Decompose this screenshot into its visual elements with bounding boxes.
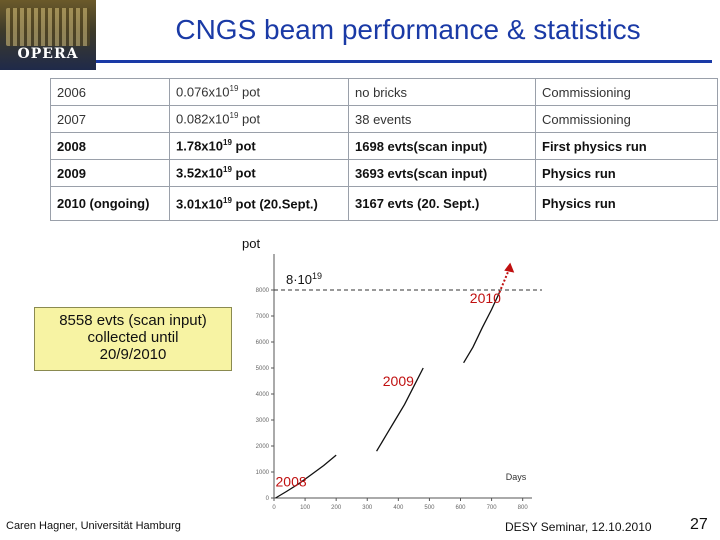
cell-year: 2006 — [50, 78, 170, 106]
x-tick-label: 0 — [272, 505, 276, 511]
table-row: 2006 0.076x1019 pot no bricks Commissioning — [50, 78, 718, 106]
table-row: 2007 0.082x1019 pot 38 events Commissioning — [50, 105, 718, 133]
y-tick-label: 2000 — [256, 444, 270, 450]
cell-year: 2007 — [50, 105, 170, 133]
callout-line-3: 20/9/2010 — [99, 346, 167, 363]
cell-events: 3693 evts(scan input) — [348, 159, 536, 187]
x-tick-label: 500 — [424, 505, 435, 511]
series-line-2010-projection — [498, 266, 512, 293]
logo-building-image — [6, 8, 90, 46]
page-number: 27 — [690, 516, 708, 533]
opera-logo: OPERA — [0, 0, 96, 70]
table-row: 2010 (ongoing) 3.01x1019 pot (20.Sept.) 31… — [50, 186, 718, 221]
series-line-2008 — [275, 454, 337, 499]
cell-status: Commissioning — [535, 105, 718, 133]
x-tick-label: 200 — [331, 505, 342, 511]
slide-title: CNGS beam performance & statistics — [175, 14, 641, 45]
y-tick-label: 7000 — [256, 314, 270, 320]
reference-line-label: 8·1019 — [286, 271, 322, 287]
cell-year: 2010 (ongoing) — [50, 186, 170, 221]
cell-events: 3167 evts (20. Sept.) — [348, 186, 536, 221]
callout-line-2: collected until — [87, 329, 179, 346]
statistics-table: 2006 0.076x1019 pot no bricks Commissioning… — [50, 78, 718, 221]
series-line-2009 — [376, 367, 424, 452]
reference-label-base: 8·10 — [286, 272, 312, 287]
series-line-2010 — [463, 292, 500, 364]
cell-year: 2009 — [50, 159, 170, 187]
x-tick-label: 400 — [393, 505, 404, 511]
year-label-2010: 2010 — [470, 290, 501, 306]
cell-status: Physics run — [535, 186, 718, 221]
cell-pot: 1.78x1019 pot — [169, 132, 349, 160]
table-row: 2008 1.78x1019 pot 1698 evts(scan input) Fi… — [50, 132, 718, 160]
y-tick-label: 3000 — [256, 418, 270, 424]
cell-status: Commissioning — [535, 78, 718, 106]
logo-text: OPERA — [17, 46, 79, 62]
cell-events: 38 events — [348, 105, 536, 133]
projection-arrowhead — [504, 262, 515, 273]
footer-venue: DESY Seminar, 12.10.2010 — [505, 520, 652, 534]
y-tick-label: 0 — [266, 496, 270, 502]
x-tick-label: 600 — [455, 505, 466, 511]
x-tick-label: 100 — [300, 505, 311, 511]
y-tick-label: 5000 — [256, 366, 270, 372]
cell-pot: 0.082x1019 pot — [169, 105, 349, 133]
cell-events: no bricks — [348, 78, 536, 106]
x-tick-label: 800 — [518, 505, 529, 511]
cell-pot: 3.52x1019 pot — [169, 159, 349, 187]
pot-accumulation-chart: 0 1000 2000 3000 4000 5000 6000 7000 8000 0 100 200… — [236, 232, 546, 522]
cell-year: 2008 — [50, 132, 170, 160]
y-tick-label: 1000 — [256, 470, 270, 476]
footer-author: Caren Hagner, Universität Hamburg — [6, 520, 181, 532]
title-divider — [96, 60, 712, 63]
x-tick-label: 700 — [487, 505, 498, 511]
events-callout: 8558 evts (scan input) collected until 2… — [34, 307, 232, 371]
y-axis-label: pot — [242, 236, 260, 251]
cell-pot: 3.01x1019 pot (20.Sept.) — [169, 186, 349, 221]
chart-svg: 0 1000 2000 3000 4000 5000 6000 7000 8000 0 100 200… — [242, 236, 542, 511]
callout-line-1: 8558 evts (scan input) — [59, 312, 207, 329]
cell-pot: 0.076x1019 pot — [169, 78, 349, 106]
cell-status: First physics run — [535, 132, 718, 160]
y-tick-label: 8000 — [256, 288, 270, 294]
y-tick-label: 4000 — [256, 392, 270, 398]
y-tick-label: 6000 — [256, 340, 270, 346]
year-label-2008: 2008 — [276, 473, 307, 489]
cell-events: 1698 evts(scan input) — [348, 132, 536, 160]
reference-label-exp: 19 — [312, 271, 322, 281]
x-tick-label: 300 — [362, 505, 373, 511]
x-axis-label: Days — [506, 472, 527, 482]
year-label-2009: 2009 — [383, 373, 414, 389]
table-row: 2009 3.52x1019 pot 3693 evts(scan input) Ph… — [50, 159, 718, 187]
cell-status: Physics run — [535, 159, 718, 187]
